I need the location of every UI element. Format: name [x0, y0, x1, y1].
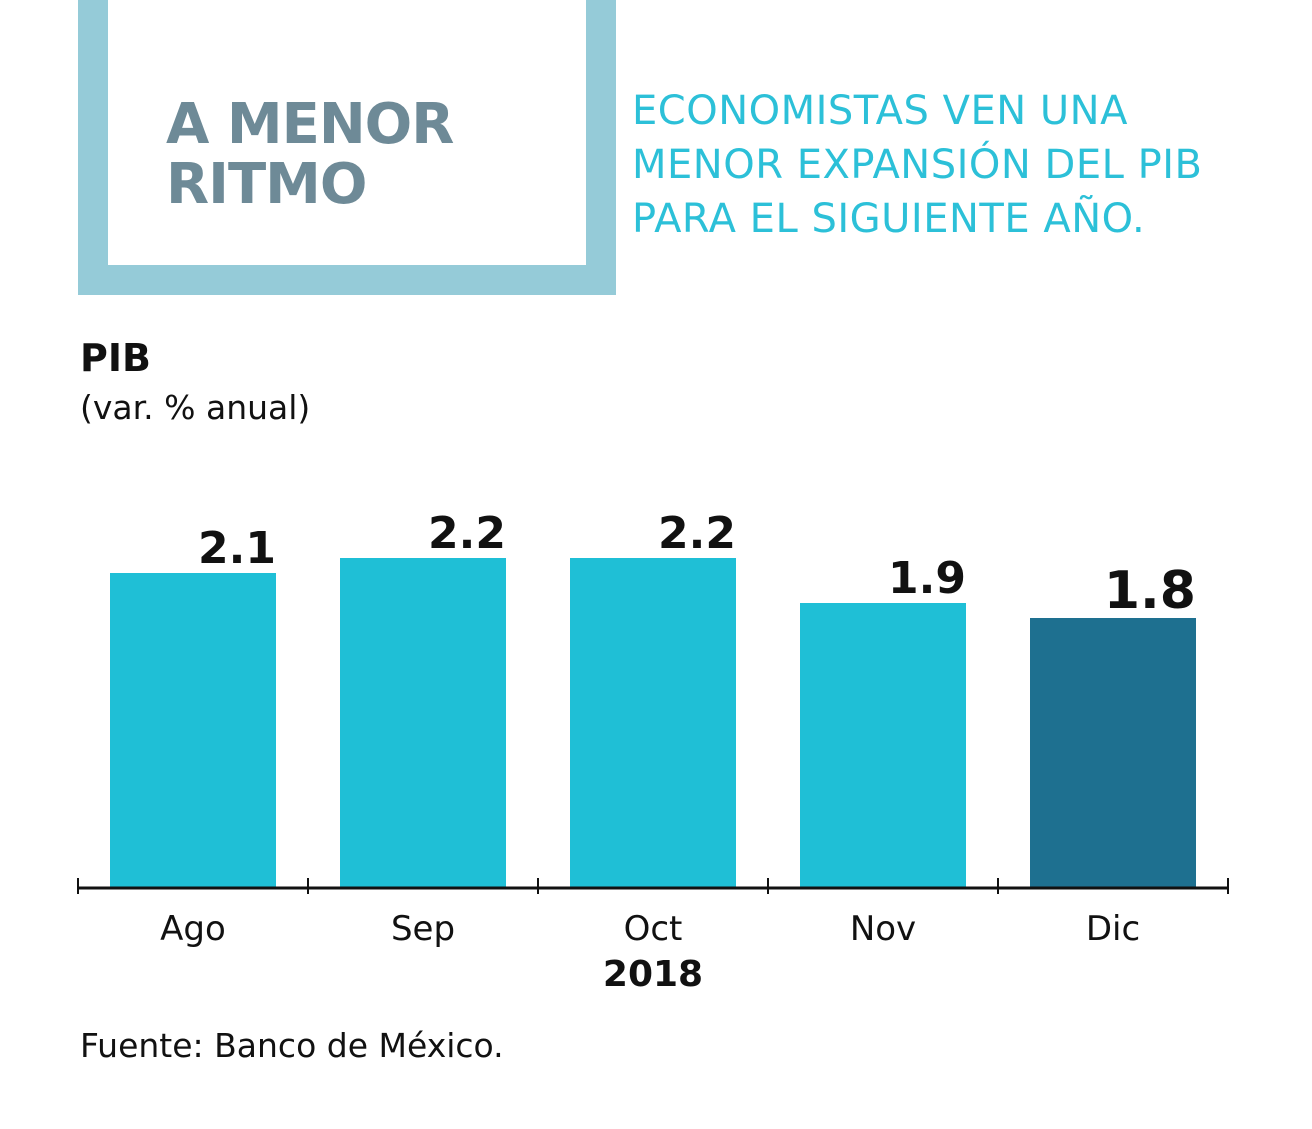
data-label-sep: 2.2 — [428, 508, 506, 559]
subtitle: ECONOMISTAS VEN UNA MENOR EXPANSIÓN DEL … — [632, 88, 1203, 242]
bar-sep — [340, 558, 506, 888]
bar-oct — [570, 558, 736, 888]
x-tick-label-ago: Ago — [160, 909, 226, 949]
page-title: A MENOR RITMO — [166, 92, 454, 217]
x-tick-label-nov: Nov — [850, 909, 916, 949]
data-label-oct: 2.2 — [658, 508, 736, 559]
data-label-dic: 1.8 — [1104, 561, 1196, 621]
chart-title: PIB — [80, 336, 151, 380]
bar-nov — [800, 603, 966, 888]
y-axis-unit: (var. % anual) — [80, 388, 311, 427]
source-note: Fuente: Banco de México. — [80, 1026, 504, 1065]
data-label-ago: 2.1 — [198, 523, 276, 574]
x-tick-label-sep: Sep — [391, 909, 455, 949]
bar-dic — [1030, 618, 1196, 888]
data-label-nov: 1.9 — [888, 553, 966, 604]
x-tick-label-dic: Dic — [1086, 909, 1140, 949]
x-group-label: 2018 — [603, 954, 703, 995]
x-tick-label-oct: Oct — [624, 909, 683, 949]
title-frame: A MENOR RITMO — [78, 0, 616, 295]
bar-ago — [110, 573, 276, 888]
